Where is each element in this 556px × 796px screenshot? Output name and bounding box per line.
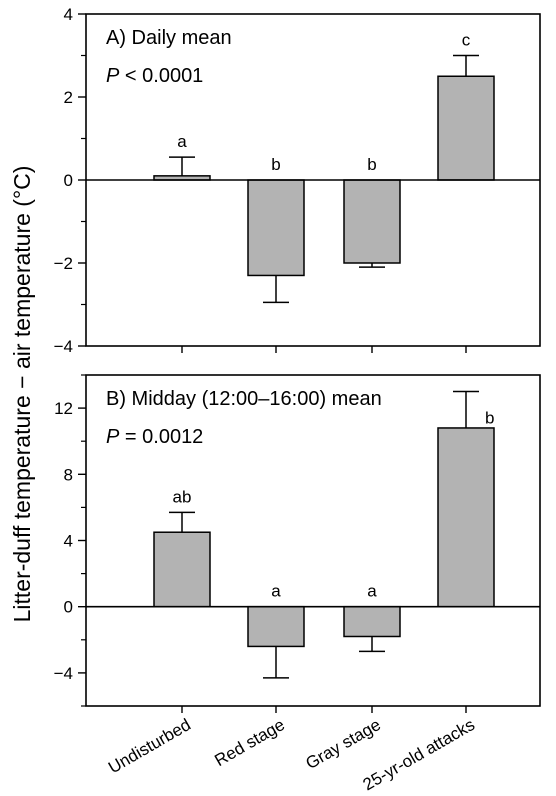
x-category-label: Red stage xyxy=(211,715,288,770)
p-symbol: P xyxy=(106,65,120,87)
y-tick-label: −4 xyxy=(54,664,73,683)
bar xyxy=(247,605,305,648)
significance-letter: b xyxy=(367,155,376,174)
p-value: P < 0.0001 xyxy=(106,65,203,87)
y-tick-label: 8 xyxy=(64,465,73,484)
bar xyxy=(153,531,211,608)
y-tick-label: 12 xyxy=(54,399,73,418)
panel-a: −4 −2 0 2 4 a b b c A) Daily mean P < 0.0001 xyxy=(54,5,541,356)
x-category-label: Gray stage xyxy=(302,715,384,773)
bar xyxy=(437,427,495,608)
y-tick-label: 4 xyxy=(64,532,73,551)
x-category-label: Undisturbed xyxy=(105,715,194,777)
bar xyxy=(343,605,401,638)
p-symbol: P xyxy=(106,426,120,448)
y-tick-label: −4 xyxy=(54,337,73,356)
significance-letter: c xyxy=(462,31,471,50)
significance-letter: a xyxy=(177,132,187,151)
p-text: < 0.0001 xyxy=(119,65,203,87)
y-tick-label: 2 xyxy=(64,88,73,107)
panel-title: A) Daily mean xyxy=(106,27,232,49)
y-axis-label: Litter-duff temperature − air temperatur… xyxy=(9,166,35,623)
y-tick-label: 0 xyxy=(64,598,73,617)
bar xyxy=(343,179,401,264)
significance-letter: a xyxy=(367,582,377,601)
y-tick-label: 0 xyxy=(64,171,73,190)
bar xyxy=(247,179,305,277)
y-tick-label: −2 xyxy=(54,254,73,273)
bar xyxy=(437,75,495,181)
significance-letter: b xyxy=(271,155,280,174)
y-tick-label: 4 xyxy=(64,5,73,24)
significance-letter: b xyxy=(485,409,494,428)
p-text: = 0.0012 xyxy=(119,426,203,448)
p-value: P = 0.0012 xyxy=(106,426,203,448)
panel-title: B) Midday (12:00–16:00) mean xyxy=(106,388,382,410)
significance-letter: ab xyxy=(173,487,192,506)
significance-letter: a xyxy=(271,582,281,601)
